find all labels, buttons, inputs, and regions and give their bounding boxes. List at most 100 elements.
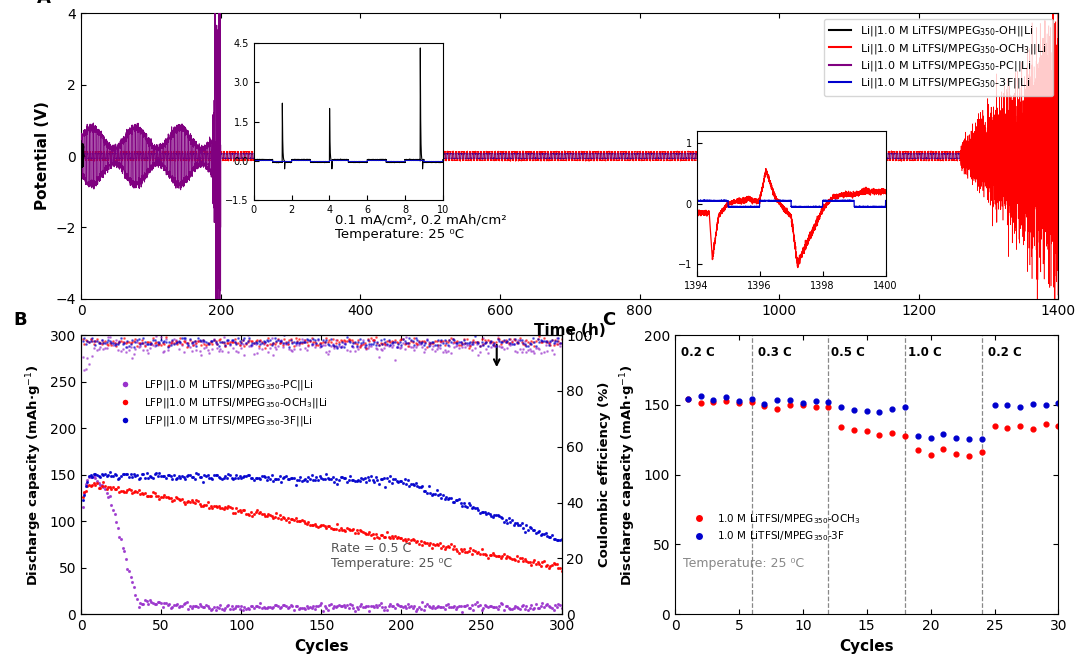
Point: [521, 522, 538, 532]
Point: [486, 509, 503, 520]
Point: [228, 338, 245, 348]
Text: 0.1 mA/cm², 0.2 mAh/cm²
Temperature: 25 ⁰C: 0.1 mA/cm², 0.2 mAh/cm² Temperature: 25 …: [335, 214, 507, 242]
Point: [287, 340, 305, 350]
Point: [252, 507, 269, 517]
Point: [372, 337, 389, 348]
Point: [310, 333, 327, 344]
Point: [268, 336, 285, 346]
Point: [102, 482, 119, 493]
Point: [947, 432, 964, 443]
Point: [95, 337, 112, 348]
Point: [176, 598, 193, 608]
Point: [449, 335, 467, 346]
Point: [112, 332, 130, 343]
Point: [191, 599, 208, 609]
Point: [111, 337, 129, 348]
Point: [530, 603, 548, 614]
Point: [121, 484, 138, 494]
Point: [436, 334, 454, 345]
Point: [308, 520, 325, 531]
Point: [76, 486, 93, 497]
Point: [218, 600, 235, 611]
Point: [242, 336, 259, 346]
Point: [318, 523, 335, 533]
Point: [390, 476, 407, 487]
Point: [261, 602, 279, 613]
Point: [202, 472, 219, 483]
Point: [403, 534, 420, 545]
Point: [381, 532, 399, 543]
Point: [77, 486, 94, 496]
Point: [468, 338, 485, 349]
Point: [348, 338, 365, 349]
Point: [470, 350, 487, 361]
Point: [212, 344, 229, 355]
Point: [207, 469, 225, 480]
Point: [464, 335, 482, 346]
Point: [172, 333, 189, 344]
Point: [338, 523, 355, 533]
Point: [411, 338, 429, 349]
Point: [291, 516, 308, 527]
Point: [238, 509, 255, 519]
Point: [327, 602, 345, 612]
Point: [440, 541, 457, 551]
Point: [221, 336, 239, 347]
Point: [456, 338, 473, 349]
Point: [396, 339, 414, 350]
Point: [476, 549, 494, 559]
Point: [489, 330, 507, 340]
Point: [266, 338, 283, 349]
Point: [300, 340, 318, 351]
Point: [282, 334, 299, 345]
Point: [114, 337, 132, 348]
Point: [275, 333, 293, 344]
Point: [460, 545, 477, 556]
Point: [239, 470, 256, 480]
Point: [394, 478, 411, 488]
Point: [139, 338, 157, 349]
Point: [492, 339, 510, 350]
Point: [356, 528, 374, 538]
Point: [410, 337, 428, 348]
Point: [552, 562, 569, 573]
Point: [271, 338, 288, 348]
Point: [364, 529, 381, 539]
Point: [271, 336, 288, 347]
Point: [76, 488, 93, 499]
Point: [185, 336, 202, 347]
Point: [328, 518, 346, 529]
Point: [185, 471, 202, 482]
Point: [421, 338, 438, 349]
Point: [314, 336, 332, 347]
Point: [108, 469, 125, 480]
Point: [271, 471, 288, 482]
Point: [175, 472, 192, 482]
Point: [229, 333, 246, 344]
Point: [453, 336, 470, 347]
Point: [347, 606, 364, 616]
Point: [343, 600, 361, 611]
Point: [106, 340, 123, 350]
Point: [98, 487, 116, 498]
Point: [468, 548, 485, 558]
Point: [483, 510, 500, 521]
Point: [360, 334, 377, 345]
Point: [384, 337, 402, 348]
Point: [463, 503, 481, 513]
Point: [195, 499, 213, 510]
Point: [310, 522, 327, 532]
Point: [527, 528, 544, 539]
Point: [393, 340, 410, 350]
Point: [477, 336, 495, 347]
Point: [92, 338, 109, 348]
Point: [102, 332, 119, 342]
Point: [173, 601, 190, 612]
Point: [311, 338, 328, 349]
Point: [536, 528, 553, 539]
Point: [514, 556, 531, 567]
Point: [441, 541, 458, 552]
Point: [794, 397, 811, 408]
Point: [457, 342, 474, 352]
Point: [338, 477, 355, 487]
